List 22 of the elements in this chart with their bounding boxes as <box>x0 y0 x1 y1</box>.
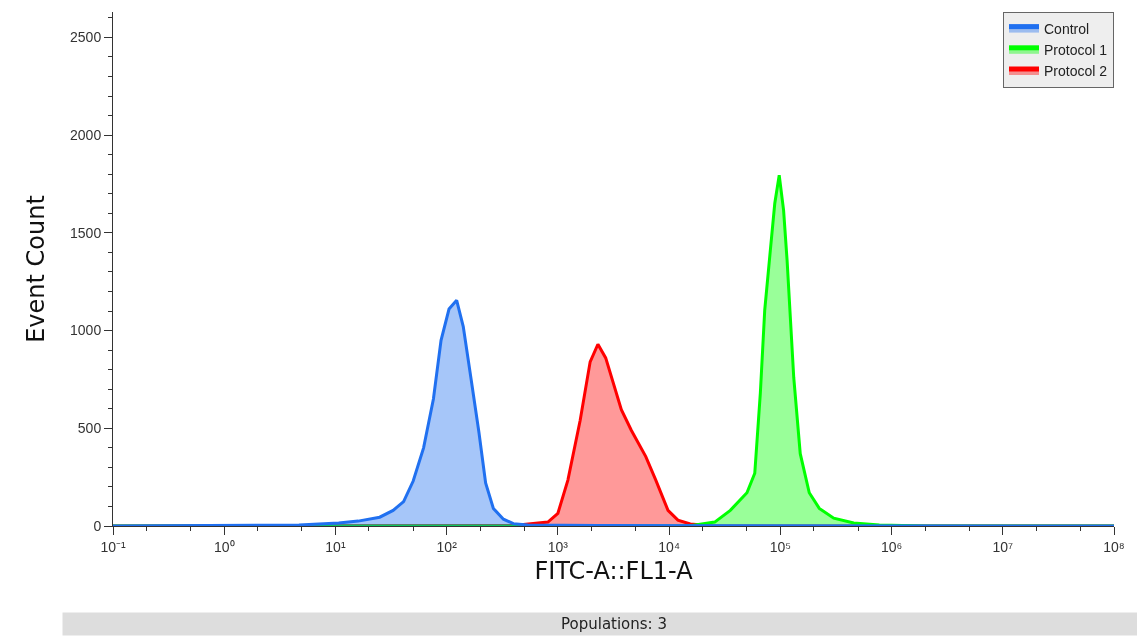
x-tick-label: 10² <box>436 538 458 555</box>
x-tick-label: 10⁴ <box>658 538 680 555</box>
x-tick-label: 10⁰ <box>213 538 235 555</box>
y-tick-label: 500 <box>77 420 102 437</box>
x-tick-label: 10⁸ <box>1103 538 1125 555</box>
legend-label: Protocol 1 <box>1044 42 1108 59</box>
y-tick-label: 1000 <box>70 322 102 339</box>
x-tick-label: 10⁻¹ <box>100 538 126 555</box>
y-axis-title: Event Count <box>22 195 51 343</box>
legend-label: Protocol 2 <box>1044 63 1108 80</box>
x-tick-label: 10³ <box>547 538 569 555</box>
y-tick-label: 2500 <box>70 29 102 46</box>
y-tick-label: 2000 <box>70 127 102 144</box>
x-tick-label: 10⁶ <box>880 538 903 555</box>
text: Populations: 3 <box>561 615 667 633</box>
x-tick-label: 10⁵ <box>769 538 792 555</box>
legend-label: Control <box>1044 21 1090 38</box>
y-tick-label: 1500 <box>70 224 102 241</box>
x-tick-label: 10⁷ <box>992 538 1014 555</box>
x-tick-label: 10¹ <box>325 538 346 555</box>
x-axis-title: FITC-A::FL1-A <box>534 557 694 586</box>
y-tick-label: 0 <box>93 517 102 534</box>
